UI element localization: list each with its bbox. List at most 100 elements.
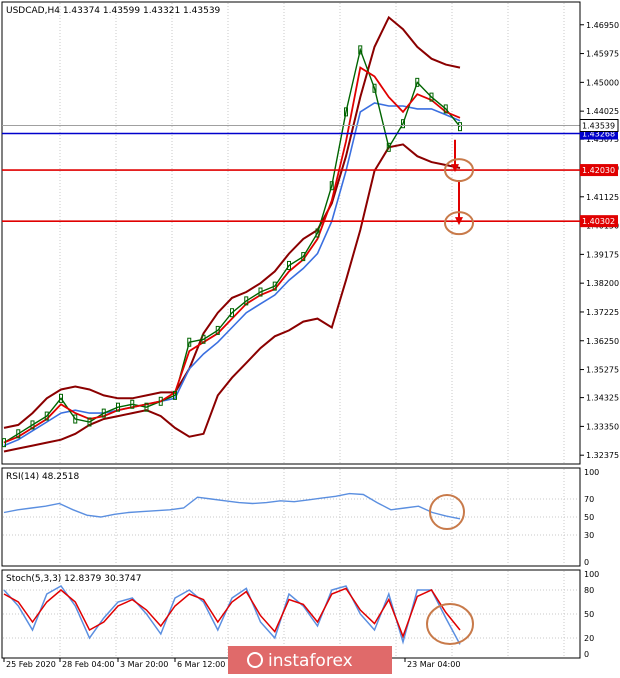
price-candle (272, 281, 277, 291)
x-axis-tick-label: 6 Mar 12:00 (177, 660, 225, 669)
price-candle (201, 334, 206, 344)
price-level-tag (580, 164, 618, 177)
price-series-close (3, 47, 461, 444)
price-candle (344, 107, 348, 117)
price-y-tick-label: 1.35275 (586, 366, 619, 375)
current-price-tag-label: 1.43539 (582, 121, 615, 130)
stoch-series (3, 585, 461, 645)
price-y-tick-label: 1.34325 (586, 394, 619, 403)
watermark: instaforex (228, 646, 392, 674)
price-series-bollinger-lower (3, 143, 461, 453)
price-level-tag-label: 1.42030 (582, 166, 615, 175)
price-candle (372, 83, 377, 93)
price-series (2, 15, 462, 453)
rsi-y-tick-label: 0 (584, 558, 589, 567)
price-candle (87, 417, 92, 427)
price-y-tick-label: 1.46950 (586, 21, 619, 30)
rsi-y-tick-label: 70 (584, 495, 594, 504)
price-level-tag-label: 1.43268 (582, 130, 615, 139)
rsi-axis: 100 70 50 30 0 (584, 468, 599, 567)
price-candle (73, 414, 78, 424)
price-candle (358, 45, 363, 55)
price-candle (30, 420, 35, 430)
price-candle (59, 393, 63, 403)
price-candle (158, 396, 163, 406)
price-candle (130, 399, 135, 409)
price-y-tick-label: 1.39175 (586, 250, 619, 259)
price-level-tag-label: 1.40302 (582, 217, 615, 226)
rsi-annotation-circle (429, 494, 465, 530)
x-axis-tick-label: 3 Mar 20:00 (120, 660, 168, 669)
price-y-tick-label: 1.37225 (586, 308, 619, 317)
price-candle (16, 429, 21, 439)
rsi-series (3, 492, 461, 520)
price-candle (401, 119, 405, 129)
stoch-line-main (3, 585, 461, 645)
price-candle (315, 228, 320, 238)
price-candle (144, 402, 149, 412)
price-panel: 1.469501.459751.450001.440251.430751.421… (1, 1, 619, 465)
price-y-tick-label: 1.43075 (586, 135, 619, 144)
price-levels: 1.43268 1.42030 1.40302 1.43539 (2, 118, 619, 228)
stoch-grid (3, 571, 579, 657)
price-level-tag (580, 215, 618, 228)
current-price-tag (579, 118, 619, 132)
price-candle (187, 337, 192, 347)
price-series-bollinger-upper (3, 15, 461, 429)
watermark-background (228, 646, 392, 674)
rsi-y-tick-label: 30 (584, 531, 594, 540)
stoch-y-tick-label: 50 (584, 610, 594, 619)
price-candle (287, 260, 291, 270)
price-candle (2, 438, 6, 448)
stoch-y-tick-label: 100 (584, 570, 599, 579)
forecast-arrow-1-head (451, 164, 459, 173)
price-y-tick-label: 1.32375 (586, 451, 619, 460)
price-candle (301, 252, 306, 262)
stoch-y-tick-label: 80 (584, 586, 594, 595)
price-candle (386, 142, 391, 152)
price-y-tick-label: 1.36250 (586, 337, 619, 346)
x-axis-tick-label: 28 Feb 04:00 (62, 660, 114, 669)
price-panel-frame (1, 1, 581, 465)
price-candle (44, 411, 49, 421)
rsi-line (3, 492, 461, 520)
forecast-target-2-circle (444, 211, 474, 236)
rsi-panel: 100 70 50 30 0 RSI(14) 48.2518 (1, 467, 599, 567)
rsi-panel-title: RSI(14) 48.2518 (6, 472, 79, 482)
rsi-panel-frame (1, 467, 581, 567)
price-y-tick-label: 1.45975 (586, 50, 619, 59)
x-axis: 25 Feb 2020 28 Feb 04:00 3 Mar 20:00 6 Mar … (3, 658, 460, 669)
price-y-tick-label: 1.44025 (586, 107, 619, 116)
forecast-arrow-2-head (455, 217, 463, 226)
x-axis-tick-label: 23 Mar 04:00 (407, 660, 460, 669)
stoch-panel-title: Stoch(5,3,3) 12.8379 30.3747 (6, 574, 141, 584)
stoch-y-tick-label: 0 (584, 650, 589, 659)
price-candle (215, 325, 220, 335)
price-candle (415, 77, 420, 87)
price-annotations (444, 139, 474, 236)
stoch-annotation-circle (426, 603, 474, 645)
price-candle (258, 287, 263, 297)
watermark-logo-icon (247, 652, 263, 668)
price-candle (429, 92, 434, 102)
price-candle (458, 122, 462, 132)
x-axis-tick-label: 25 Feb 2020 (6, 660, 56, 669)
price-y-tick-label: 1.41125 (586, 193, 619, 202)
forecast-target-1-circle (444, 158, 474, 183)
price-candle (101, 408, 106, 418)
price-candle (244, 296, 249, 306)
price-y-tick-label: 1.45000 (586, 78, 619, 87)
price-y-tick-label: 1.38200 (586, 279, 619, 288)
price-series-ma-red (3, 66, 461, 444)
price-panel-title: USDCAD,H4 1.43374 1.43599 1.43321 1.4353… (6, 6, 221, 16)
price-candle (173, 390, 177, 400)
price-candle (443, 104, 448, 114)
rsi-y-tick-label: 100 (584, 468, 599, 477)
stoch-line-signal (3, 587, 461, 639)
watermark-text: instaforex (268, 651, 353, 671)
price-candle (230, 308, 234, 318)
price-series-ma-blue (3, 102, 461, 447)
